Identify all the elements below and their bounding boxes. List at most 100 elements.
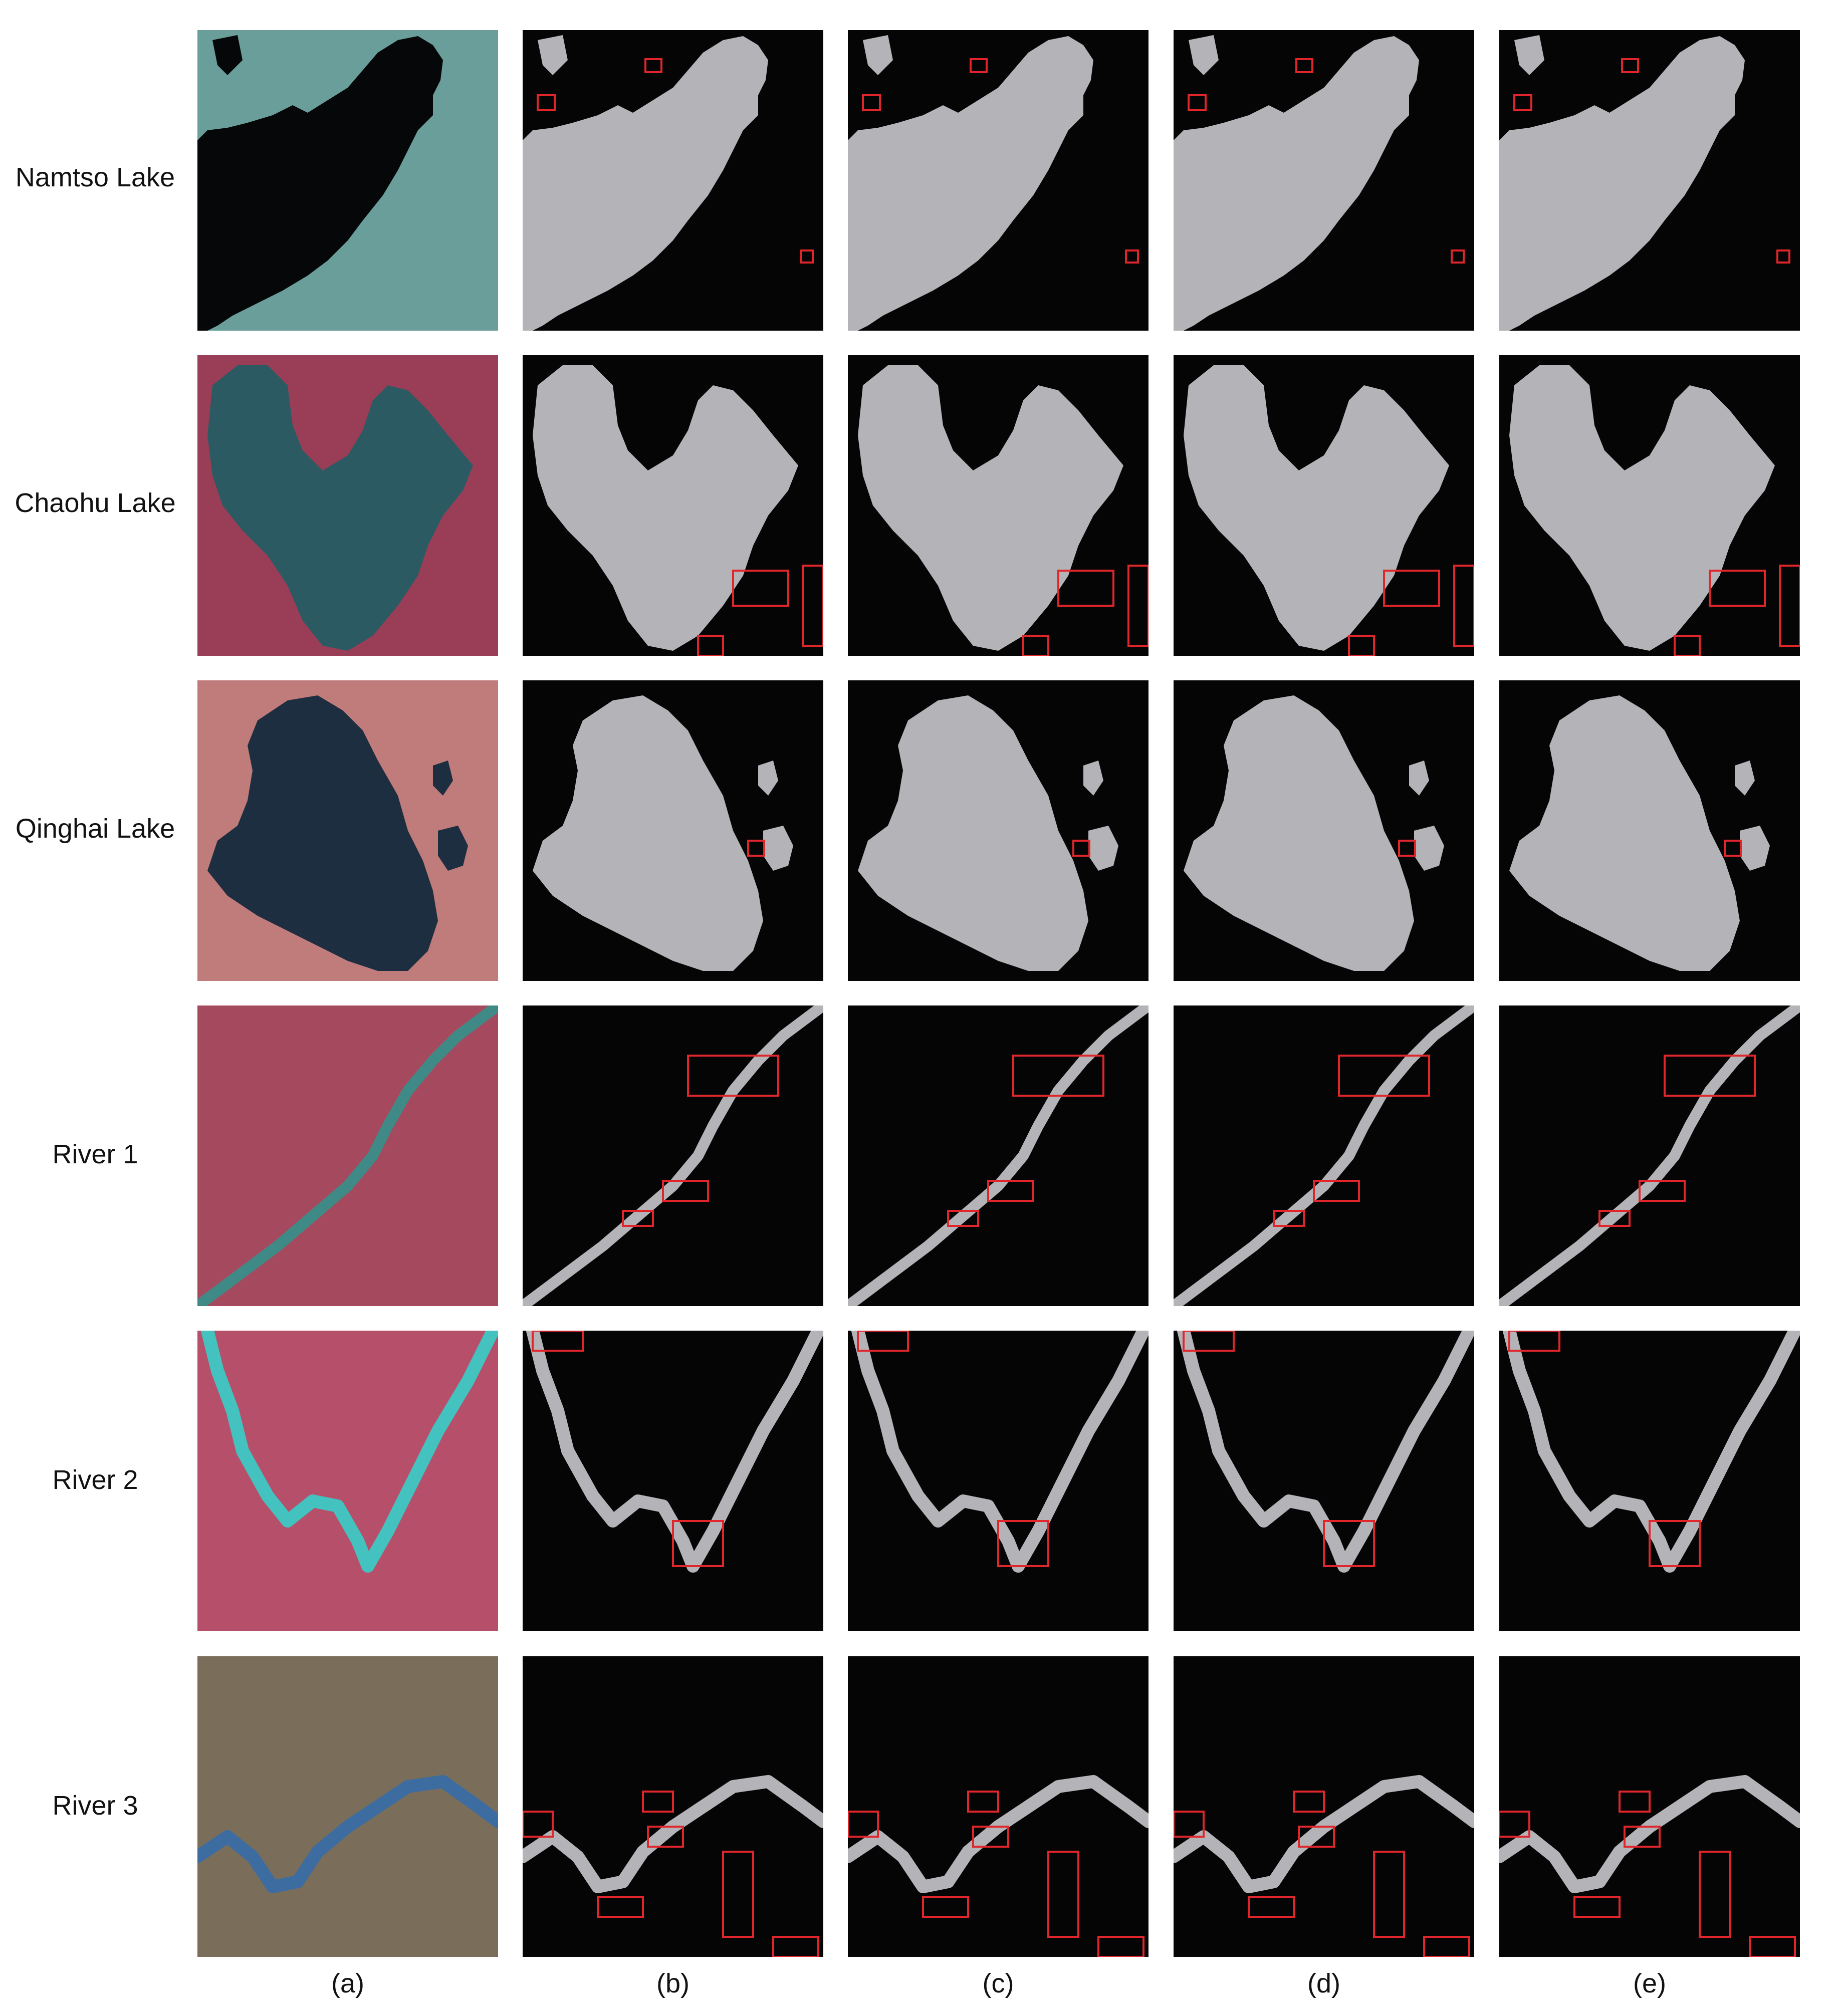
highlight-box [1499,1811,1530,1838]
highlight-box [1273,1210,1305,1227]
highlight-box [537,94,556,111]
highlight-box [1573,1896,1621,1918]
highlight-box [697,635,724,656]
panel-river3-c [848,1656,1149,1957]
row-label-river3: River 3 [52,1791,138,1821]
panel-river1-c [848,1005,1149,1306]
panel-namtso-d [1174,30,1474,331]
highlight-box [862,94,881,111]
panel-namtso-c [848,30,1149,331]
highlight-box [947,1210,979,1227]
highlight-box [1513,94,1532,111]
highlight-box [622,1210,654,1227]
highlight-box [1338,1055,1430,1097]
highlight-box [1097,1936,1144,1957]
highlight-box [967,1791,999,1813]
highlight-box [1779,565,1800,647]
highlight-box [642,1791,674,1813]
panel-river3-e [1499,1656,1800,1957]
panel-river2-d [1174,1331,1474,1631]
highlight-box [647,1826,684,1848]
highlight-box [857,1331,909,1352]
column-label-e: (e) [1633,1968,1666,1998]
column-label-a: (a) [331,1968,364,1998]
highlight-box [1624,1826,1661,1848]
highlight-box [1012,1055,1104,1097]
highlight-box [1298,1826,1335,1848]
highlight-box [1183,1331,1235,1352]
panel-chaohu-a [197,355,498,656]
column-label-d: (d) [1307,1968,1340,1998]
row-label-qinghai: Qinghai Lake [15,814,175,844]
highlight-box [1621,58,1639,73]
highlight-box [747,840,765,857]
panel-river2-b [523,1331,823,1631]
highlight-box [1047,1851,1079,1938]
highlight-box [1313,1180,1360,1202]
highlight-box [1293,1791,1325,1813]
highlight-box [1664,1055,1756,1097]
highlight-box [1248,1896,1295,1918]
panel-chaohu-c [848,355,1149,656]
highlight-box [1776,249,1790,264]
column-label-b: (b) [656,1968,690,1998]
panel-chaohu-d [1174,355,1474,656]
row-label-chaohu: Chaohu Lake [15,488,176,518]
highlight-box [1649,1520,1701,1567]
row-label-namtso: Namtso Lake [15,162,175,192]
highlight-box [922,1896,969,1918]
highlight-box [987,1180,1034,1202]
panel-river1-a [197,1005,498,1306]
highlight-box [1724,840,1742,857]
highlight-box [1423,1936,1470,1957]
highlight-box [1451,249,1465,264]
highlight-box [1398,840,1416,857]
highlight-box [802,565,823,647]
panel-river3-a [197,1656,498,1957]
highlight-box [1295,58,1313,73]
panel-namtso-a [197,30,498,331]
highlight-box [800,249,814,264]
highlight-box [772,1936,819,1957]
highlight-box [1348,635,1375,656]
row-label-river2: River 2 [52,1465,138,1495]
highlight-box [997,1520,1049,1567]
panel-qinghai-c [848,680,1149,981]
panel-river3-b [523,1656,823,1957]
highlight-box [1373,1851,1405,1938]
highlight-box [1057,570,1114,607]
panel-river1-d [1174,1005,1474,1306]
highlight-box [532,1331,584,1352]
panel-river1-b [523,1005,823,1306]
highlight-box [972,1826,1009,1848]
highlight-box [644,58,662,73]
panel-river3-d [1174,1656,1474,1957]
highlight-box [848,1811,879,1838]
highlight-box [1699,1851,1731,1938]
highlight-box [662,1180,709,1202]
highlight-box [597,1896,644,1918]
panel-qinghai-b [523,680,823,981]
highlight-box [1453,565,1474,647]
highlight-box [1188,94,1207,111]
panel-river1-e [1499,1005,1800,1306]
highlight-box [1639,1180,1686,1202]
highlight-box [1383,570,1440,607]
highlight-box [687,1055,779,1097]
column-label-c: (c) [982,1968,1014,1998]
panel-qinghai-d [1174,680,1474,981]
row-label-river1: River 1 [52,1139,138,1169]
panel-namtso-e [1499,30,1800,331]
highlight-box [1749,1936,1796,1957]
highlight-box [1127,565,1149,647]
highlight-box [1674,635,1701,656]
panel-chaohu-b [523,355,823,656]
panel-namtso-b [523,30,823,331]
highlight-box [1598,1210,1631,1227]
panel-chaohu-e [1499,355,1800,656]
highlight-box [1022,635,1049,656]
highlight-box [970,58,988,73]
highlight-box [672,1520,724,1567]
panel-river2-a [197,1331,498,1631]
panel-river2-c [848,1331,1149,1631]
